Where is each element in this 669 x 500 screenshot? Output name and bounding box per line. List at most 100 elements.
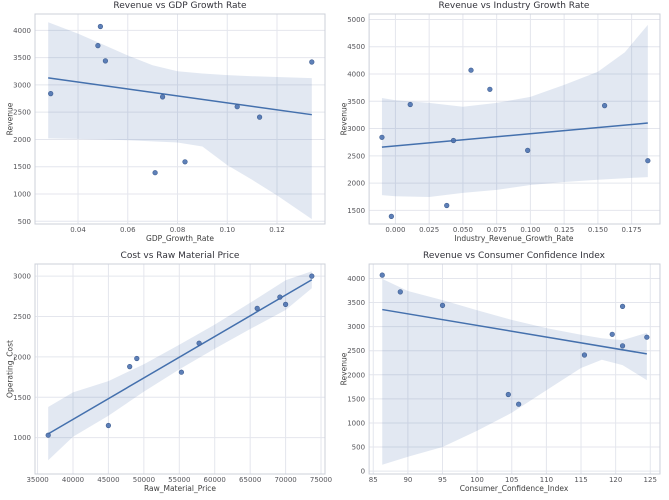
data-point xyxy=(444,202,450,209)
plot-border xyxy=(34,263,326,475)
x-tick-label: 50000 xyxy=(133,476,155,484)
data-point xyxy=(234,104,240,110)
data-point xyxy=(134,355,140,362)
plot-border xyxy=(34,13,326,225)
data-point xyxy=(388,213,394,219)
data-point xyxy=(182,159,188,165)
y-tick-label: 3000 xyxy=(13,81,31,89)
data-point xyxy=(450,137,457,144)
y-tick-label: 500 xyxy=(18,218,31,226)
data-point xyxy=(160,94,166,100)
y-tick-label: 1000 xyxy=(347,418,365,427)
y-tick-label: 3000 xyxy=(13,273,31,281)
x-tick-label: 35000 xyxy=(26,476,48,484)
x-tick-label: 0.100 xyxy=(520,225,540,234)
x-tick-label: 0.125 xyxy=(554,225,574,234)
data-point xyxy=(619,303,626,310)
y-tick-label: 3000 xyxy=(347,124,365,133)
x-tick-label: 60000 xyxy=(204,476,226,484)
data-point xyxy=(645,158,651,164)
regression-line xyxy=(381,122,648,148)
x-tick-label: 65000 xyxy=(239,476,261,484)
x-tick-label: 0.150 xyxy=(588,225,608,234)
chart-title: Cost vs Raw Material Price xyxy=(120,251,240,261)
x-tick-label: 85 xyxy=(369,475,378,484)
data-point xyxy=(602,102,608,109)
x-tick-label: 90 xyxy=(403,475,412,484)
y-tick-label: 2500 xyxy=(13,109,31,117)
x-tick-label: 0.08 xyxy=(170,226,186,234)
y-tick-label: 1500 xyxy=(13,163,31,171)
x-tick-label: 0.000 xyxy=(385,225,405,234)
x-tick-label: 95 xyxy=(438,475,447,484)
subplot-cost-vs-raw-material-price: 35000 40000 45000 50000 55000 60000 65000 70000… xyxy=(0,250,334,500)
data-point xyxy=(487,86,493,92)
y-tick-label: 2500 xyxy=(13,313,31,321)
y-tick-label: 3500 xyxy=(347,298,365,307)
data-point xyxy=(196,340,202,346)
data-point xyxy=(407,101,413,108)
confidence-band xyxy=(381,24,648,198)
confidence-band xyxy=(48,22,312,220)
data-point xyxy=(609,331,615,337)
x-tick-label: 0.075 xyxy=(487,225,507,234)
data-point xyxy=(257,114,263,120)
data-point xyxy=(97,23,103,30)
y-tick-label: 1500 xyxy=(347,394,365,403)
y-tick-label: 1500 xyxy=(13,394,31,402)
data-point xyxy=(581,352,588,358)
x-tick-label: 70000 xyxy=(274,476,296,484)
y-axis-label: Revenue xyxy=(5,102,15,136)
data-point xyxy=(254,305,260,312)
plot-background xyxy=(35,264,325,474)
x-tick-label: 75000 xyxy=(310,476,332,484)
subplot-revenue-vs-gdp-growth-rate: 0.04 0.06 0.08 0.10 0.12 500 1000 1500 2000 2500 3… xyxy=(0,0,334,250)
data-point xyxy=(379,134,385,140)
x-tick-label: 0.050 xyxy=(453,225,473,234)
data-point xyxy=(439,302,446,309)
plot-border xyxy=(368,263,661,475)
data-point xyxy=(283,301,289,308)
x-tick-label: 0.175 xyxy=(622,225,642,234)
y-tick-label: 1000 xyxy=(13,191,31,199)
x-tick-label: 0.10 xyxy=(220,226,236,234)
y-tick-label: 4000 xyxy=(13,27,31,35)
subplot-revenue-vs-industry-growth-rate: 0.000 0.025 0.050 0.075 0.100 0.125 0.150 0.175… xyxy=(334,0,669,250)
data-point xyxy=(102,58,108,64)
data-point xyxy=(309,273,315,279)
confidence-band xyxy=(382,278,647,465)
regression-line xyxy=(47,279,313,435)
x-tick-label: 40000 xyxy=(62,476,84,484)
x-tick-label: 0.025 xyxy=(419,225,439,234)
data-point xyxy=(397,289,403,295)
data-point xyxy=(45,432,51,438)
x-tick-label: 0.12 xyxy=(269,226,285,234)
x-tick-label: 55000 xyxy=(168,476,190,484)
plot-area-cost-vs-raw-material: 35000 40000 45000 50000 55000 60000 65000 70000… xyxy=(13,263,332,484)
x-tick-label: 45000 xyxy=(97,476,119,484)
y-tick-label: 1500 xyxy=(347,206,365,215)
y-tick-label: 5000 xyxy=(347,15,365,24)
subplot-revenue-vs-consumer-confidence: 85 90 95 100 105 110 115 120 125 0 500 1000 1500 2000… xyxy=(334,250,669,500)
regression-line xyxy=(48,77,312,116)
x-tick-label: 0.06 xyxy=(120,226,136,234)
y-tick-label: 2000 xyxy=(13,136,31,144)
y-axis-label: Operating_Cost xyxy=(5,340,15,398)
x-tick-label: 125 xyxy=(644,475,657,484)
y-tick-label: 1000 xyxy=(13,434,31,442)
y-tick-label: 3500 xyxy=(347,97,365,106)
x-axis-label: Raw_Material_Price xyxy=(143,484,217,493)
x-tick-label: 0.04 xyxy=(70,226,86,234)
y-tick-label: 2500 xyxy=(347,151,365,160)
y-tick-label: 0 xyxy=(361,467,365,476)
data-point xyxy=(619,343,626,349)
data-point xyxy=(152,170,158,176)
y-tick-label: 4000 xyxy=(347,274,365,283)
data-point xyxy=(127,363,133,370)
y-tick-label: 3000 xyxy=(347,322,365,331)
chart-title: Revenue vs GDP Growth Rate xyxy=(113,1,247,11)
x-tick-label: 110 xyxy=(540,475,553,484)
data-point xyxy=(178,369,184,375)
x-tick-label: 120 xyxy=(609,475,622,484)
